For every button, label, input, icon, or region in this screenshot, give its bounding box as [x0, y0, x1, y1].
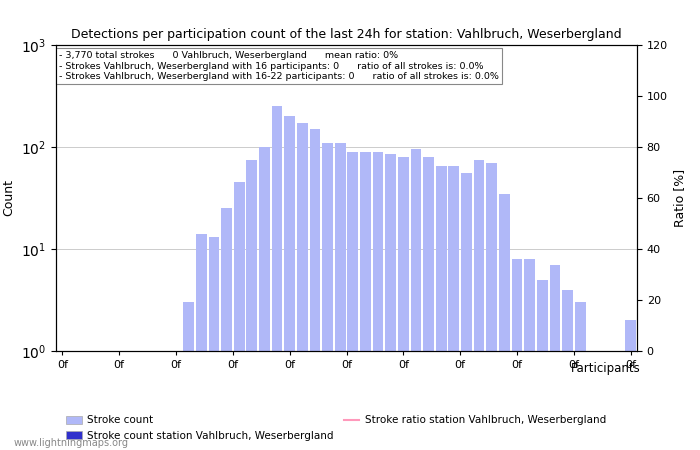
Bar	[297, 123, 308, 450]
Bar	[499, 194, 510, 450]
Bar	[398, 157, 409, 450]
Bar	[94, 382, 106, 450]
Bar	[171, 382, 181, 450]
Bar	[575, 302, 585, 450]
Bar	[512, 259, 522, 450]
Legend: Stroke count, Stroke count station Vahlbruch, Weserbergland, Stroke ratio statio: Stroke count, Stroke count station Vahlb…	[62, 411, 610, 445]
Bar	[411, 149, 421, 450]
Bar	[183, 302, 194, 450]
Bar	[550, 265, 560, 450]
Bar	[82, 382, 93, 450]
Bar	[461, 174, 472, 450]
Bar	[284, 116, 295, 450]
Bar	[322, 143, 333, 450]
Bar	[108, 382, 118, 450]
Bar	[246, 160, 257, 450]
Bar	[347, 152, 358, 450]
Y-axis label: Ratio [%]: Ratio [%]	[673, 169, 687, 227]
Bar	[69, 382, 80, 450]
Bar	[335, 143, 346, 450]
Bar	[486, 163, 497, 450]
Bar	[424, 157, 434, 450]
Text: www.lightningmaps.org: www.lightningmaps.org	[14, 437, 129, 447]
Text: Participants: Participants	[570, 362, 640, 375]
Bar	[259, 147, 270, 450]
Bar	[562, 290, 573, 450]
Bar	[449, 166, 459, 450]
Bar	[221, 208, 232, 450]
Bar	[196, 234, 206, 450]
Bar	[537, 280, 547, 450]
Bar	[524, 259, 535, 450]
Title: Detections per participation count of the last 24h for station: Vahlbruch, Weser: Detections per participation count of th…	[71, 28, 622, 41]
Bar	[309, 129, 321, 450]
Bar	[600, 382, 611, 450]
Bar	[436, 166, 447, 450]
Bar	[587, 382, 598, 450]
Bar	[474, 160, 484, 450]
Bar	[133, 382, 144, 450]
Bar	[360, 152, 371, 450]
Bar	[612, 382, 624, 450]
Bar	[209, 238, 219, 450]
Bar	[234, 182, 244, 450]
Bar	[57, 382, 68, 450]
Y-axis label: Count: Count	[2, 180, 15, 216]
Bar	[272, 106, 282, 450]
Bar	[146, 382, 156, 450]
Bar	[158, 382, 169, 450]
Bar	[120, 382, 131, 450]
Text: - 3,770 total strokes      0 Vahlbruch, Weserbergland      mean ratio: 0%
- Stro: - 3,770 total strokes 0 Vahlbruch, Weser…	[59, 51, 499, 81]
Bar	[385, 154, 396, 450]
Bar	[372, 152, 384, 450]
Bar	[625, 320, 636, 450]
